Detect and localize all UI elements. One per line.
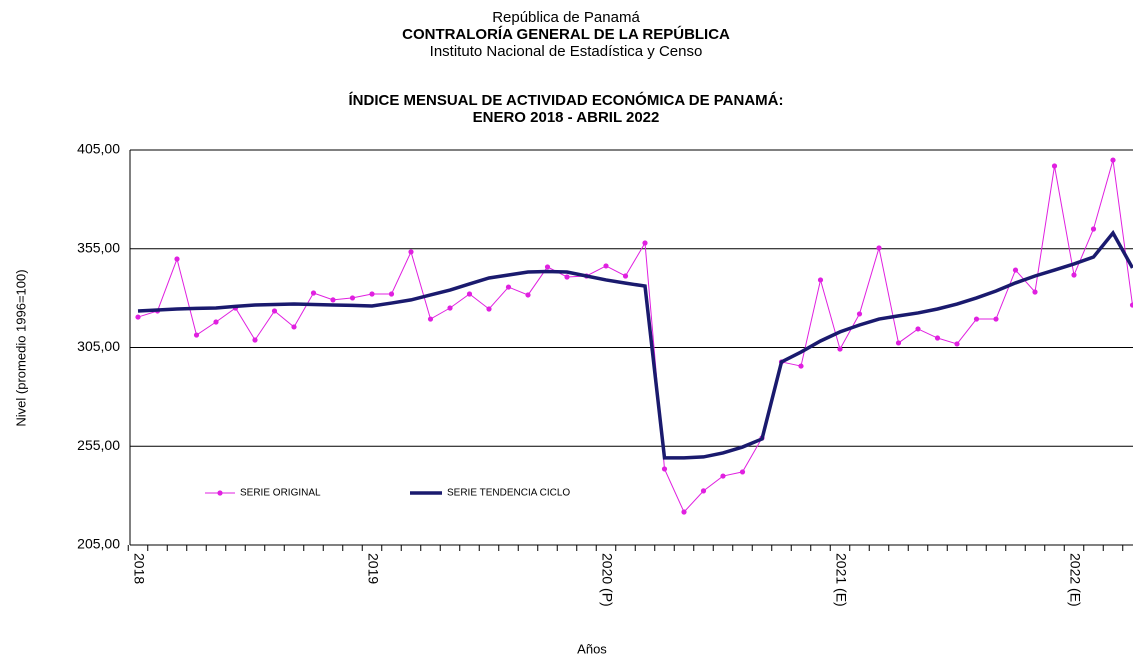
- point: [271, 308, 278, 314]
- legend-marker: [217, 490, 223, 496]
- point: [388, 291, 395, 297]
- point: [213, 319, 219, 325]
- point: [856, 311, 863, 317]
- trend-line: [137, 229, 1133, 460]
- point: [603, 263, 609, 269]
- point: [622, 273, 629, 279]
- chart-title: ÍNDICE MENSUAL DE ACTIVIDAD ECONÓMICA DE…: [348, 91, 783, 109]
- point: [1110, 157, 1116, 163]
- point: [193, 332, 200, 338]
- point: [135, 314, 141, 320]
- point: [876, 245, 882, 251]
- y-tick-label: 205,00: [77, 536, 120, 552]
- point: [954, 341, 960, 347]
- point: [1090, 226, 1097, 232]
- point: [544, 264, 551, 270]
- point: [466, 291, 473, 297]
- header-line: Instituto Nacional de Estadística y Cens…: [430, 43, 703, 60]
- point: [1032, 289, 1038, 295]
- x-axis-label: Años: [577, 641, 607, 656]
- point: [427, 316, 434, 322]
- x-tick-label: 2021 (E): [833, 553, 849, 607]
- legend-label: SERIE ORIGINAL: [240, 488, 321, 499]
- chart-title: ENERO 2018 - ABRIL 2022: [473, 109, 660, 126]
- header-line: CONTRALORÍA GENERAL DE LA REPÚBLICA: [402, 25, 730, 43]
- x-tick-label: 2018: [131, 553, 147, 584]
- point: [895, 340, 902, 346]
- header-line: República de Panamá: [492, 9, 640, 26]
- y-tick-label: 305,00: [77, 338, 120, 354]
- point: [700, 488, 707, 494]
- point: [408, 249, 414, 255]
- point: [330, 297, 336, 303]
- point: [817, 277, 824, 283]
- point: [993, 316, 999, 322]
- point: [915, 326, 921, 332]
- point: [525, 292, 531, 298]
- point: [349, 295, 356, 301]
- point: [681, 509, 687, 515]
- point: [369, 291, 375, 297]
- point: [1129, 302, 1133, 308]
- point: [1071, 272, 1077, 278]
- point: [1012, 267, 1019, 273]
- x-tick-label: 2019: [365, 553, 381, 584]
- point: [798, 363, 804, 369]
- point: [934, 335, 941, 341]
- point: [505, 284, 512, 290]
- point: [291, 324, 297, 330]
- legend-label: SERIE TENDENCIA CICLO: [447, 488, 570, 499]
- point: [447, 305, 453, 311]
- original-line: [137, 159, 1133, 513]
- point: [252, 337, 258, 343]
- x-tick-label: 2020 (P): [599, 553, 615, 607]
- y-axis-label: Nivel (promedio 1996=100): [13, 269, 28, 426]
- point: [174, 256, 180, 262]
- point: [720, 473, 726, 479]
- point: [1051, 163, 1058, 169]
- point: [837, 346, 843, 352]
- point: [973, 316, 980, 322]
- x-tick-label: 2022 (E): [1067, 553, 1083, 607]
- point: [661, 466, 668, 472]
- y-tick-label: 355,00: [77, 239, 120, 255]
- point: [310, 290, 317, 296]
- point: [642, 240, 648, 246]
- point: [564, 274, 570, 280]
- point: [739, 469, 746, 475]
- y-tick-label: 405,00: [77, 141, 120, 157]
- point: [486, 306, 492, 312]
- y-tick-label: 255,00: [77, 437, 120, 453]
